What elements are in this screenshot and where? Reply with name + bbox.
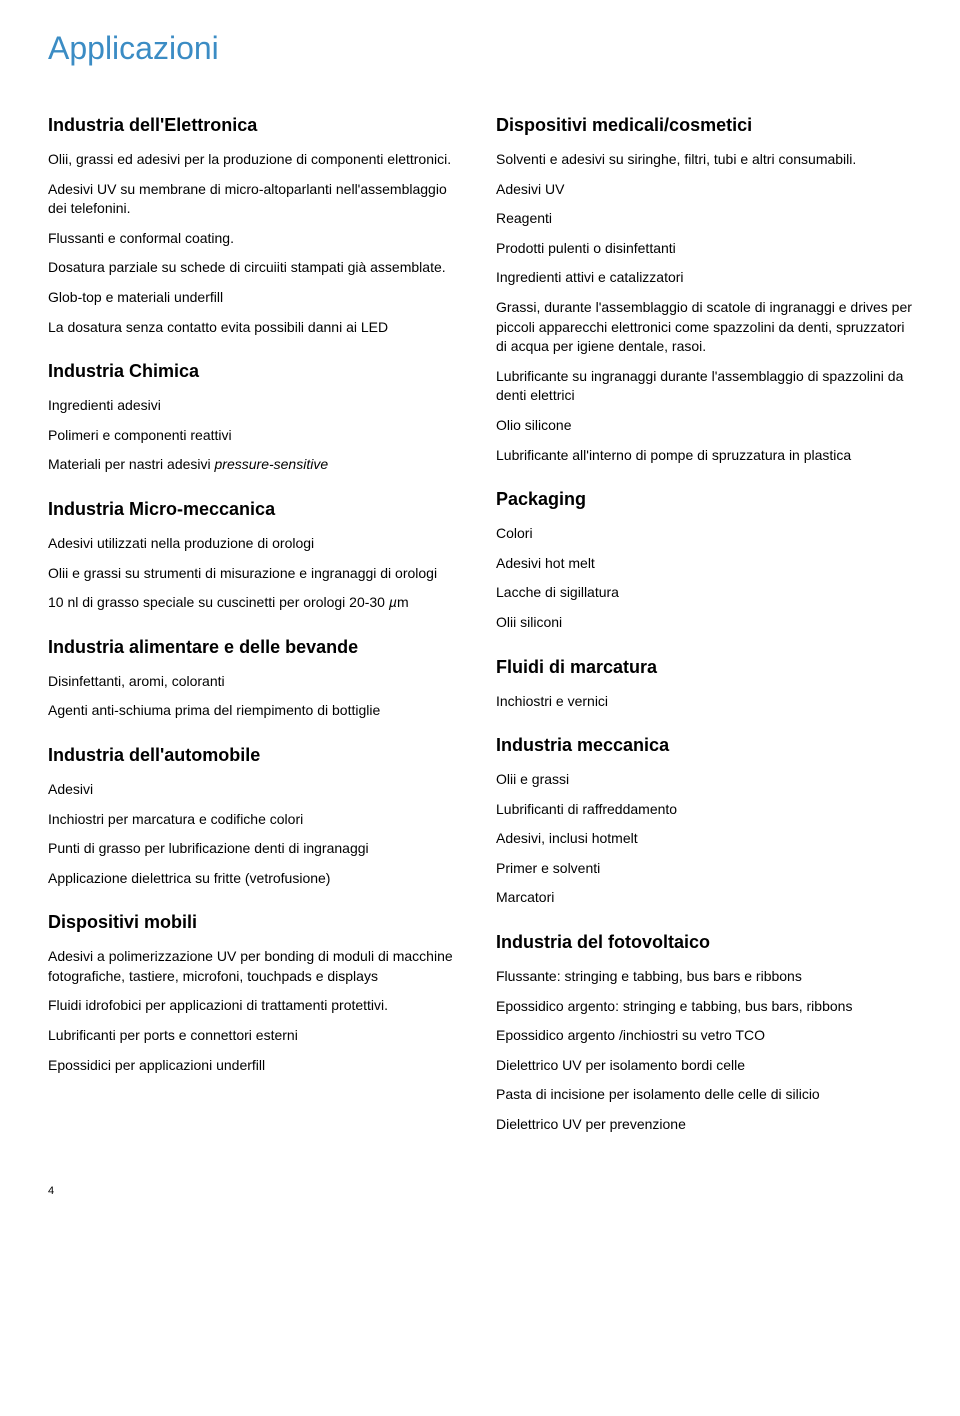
- page-container: Applicazioni Industria dell'Elettronica …: [0, 0, 960, 1227]
- item-italic: µ: [389, 594, 397, 610]
- list-item: Ingredienti adesivi: [48, 396, 464, 416]
- page-number: 4: [48, 1185, 912, 1197]
- section-heading: Industria Chimica: [48, 361, 464, 382]
- list-item: Primer e solventi: [496, 859, 912, 879]
- list-item: Lubrificanti di raffreddamento: [496, 800, 912, 820]
- item-text: Materiali per nastri adesivi: [48, 456, 215, 472]
- list-item: 10 nl di grasso speciale su cuscinetti p…: [48, 593, 464, 613]
- list-item: Flussante: stringing e tabbing, bus bars…: [496, 967, 912, 987]
- list-item: Olii, grassi ed adesivi per la produzion…: [48, 150, 464, 170]
- list-item: Glob-top e materiali underfill: [48, 288, 464, 308]
- list-item: Grassi, durante l'assemblaggio di scatol…: [496, 298, 912, 357]
- section-heading: Industria alimentare e delle bevande: [48, 637, 464, 658]
- list-item: Solventi e adesivi su siringhe, filtri, …: [496, 150, 912, 170]
- list-item: Colori: [496, 524, 912, 544]
- section-heading: Dispositivi mobili: [48, 912, 464, 933]
- list-item: Adesivi hot melt: [496, 554, 912, 574]
- list-item: Lubrificante su ingranaggi durante l'ass…: [496, 367, 912, 406]
- list-item: Marcatori: [496, 888, 912, 908]
- item-italic: pressure-sensitive: [215, 456, 329, 472]
- list-item: Lubrificante all'interno di pompe di spr…: [496, 446, 912, 466]
- list-item: Adesivi UV: [496, 180, 912, 200]
- list-item: Ingredienti attivi e catalizzatori: [496, 268, 912, 288]
- section-heading: Industria Micro-meccanica: [48, 499, 464, 520]
- section-heading: Fluidi di marcatura: [496, 657, 912, 678]
- section-heading: Industria meccanica: [496, 735, 912, 756]
- list-item: Punti di grasso per lubrificazione denti…: [48, 839, 464, 859]
- list-item: Olii e grassi su strumenti di misurazion…: [48, 564, 464, 584]
- list-item: Dielettrico UV per prevenzione: [496, 1115, 912, 1135]
- list-item: Inchiostri e vernici: [496, 692, 912, 712]
- list-item: Agenti anti-schiuma prima del riempiment…: [48, 701, 464, 721]
- list-item: Dielettrico UV per isolamento bordi cell…: [496, 1056, 912, 1076]
- list-item: Adesivi: [48, 780, 464, 800]
- list-item: Adesivi, inclusi hotmelt: [496, 829, 912, 849]
- list-item: Epossidico argento: stringing e tabbing,…: [496, 997, 912, 1017]
- list-item: Inchiostri per marcatura e codifiche col…: [48, 810, 464, 830]
- list-item: Epossidico argento /inchiostri su vetro …: [496, 1026, 912, 1046]
- left-column: Industria dell'Elettronica Olii, grassi …: [48, 115, 464, 1145]
- section-heading: Industria dell'Elettronica: [48, 115, 464, 136]
- list-item: Lacche di sigillatura: [496, 583, 912, 603]
- columns-wrapper: Industria dell'Elettronica Olii, grassi …: [48, 115, 912, 1145]
- main-title: Applicazioni: [48, 30, 912, 67]
- list-item: Fluidi idrofobici per applicazioni di tr…: [48, 996, 464, 1016]
- section-heading: Industria dell'automobile: [48, 745, 464, 766]
- section-heading: Packaging: [496, 489, 912, 510]
- list-item: Adesivi a polimerizzazione UV per bondin…: [48, 947, 464, 986]
- list-item: La dosatura senza contatto evita possibi…: [48, 318, 464, 338]
- list-item: Prodotti pulenti o disinfettanti: [496, 239, 912, 259]
- section-heading: Dispositivi medicali/cosmetici: [496, 115, 912, 136]
- section-heading: Industria del fotovoltaico: [496, 932, 912, 953]
- list-item: Lubrificanti per ports e connettori este…: [48, 1026, 464, 1046]
- list-item: Adesivi UV su membrane di micro-altoparl…: [48, 180, 464, 219]
- list-item: Olio silicone: [496, 416, 912, 436]
- list-item: Disinfettanti, aromi, coloranti: [48, 672, 464, 692]
- list-item: Olii siliconi: [496, 613, 912, 633]
- list-item: Adesivi utilizzati nella produzione di o…: [48, 534, 464, 554]
- right-column: Dispositivi medicali/cosmetici Solventi …: [496, 115, 912, 1145]
- list-item: Epossidici per applicazioni underfill: [48, 1056, 464, 1076]
- list-item: Pasta di incisione per isolamento delle …: [496, 1085, 912, 1105]
- list-item: Polimeri e componenti reattivi: [48, 426, 464, 446]
- list-item: Materiali per nastri adesivi pressure-se…: [48, 455, 464, 475]
- list-item: Reagenti: [496, 209, 912, 229]
- list-item: Applicazione dielettrica su fritte (vetr…: [48, 869, 464, 889]
- list-item: Flussanti e conformal coating.: [48, 229, 464, 249]
- item-text: 10 nl di grasso speciale su cuscinetti p…: [48, 594, 389, 610]
- list-item: Olii e grassi: [496, 770, 912, 790]
- item-text: m: [397, 594, 409, 610]
- list-item: Dosatura parziale su schede di circuiiti…: [48, 258, 464, 278]
